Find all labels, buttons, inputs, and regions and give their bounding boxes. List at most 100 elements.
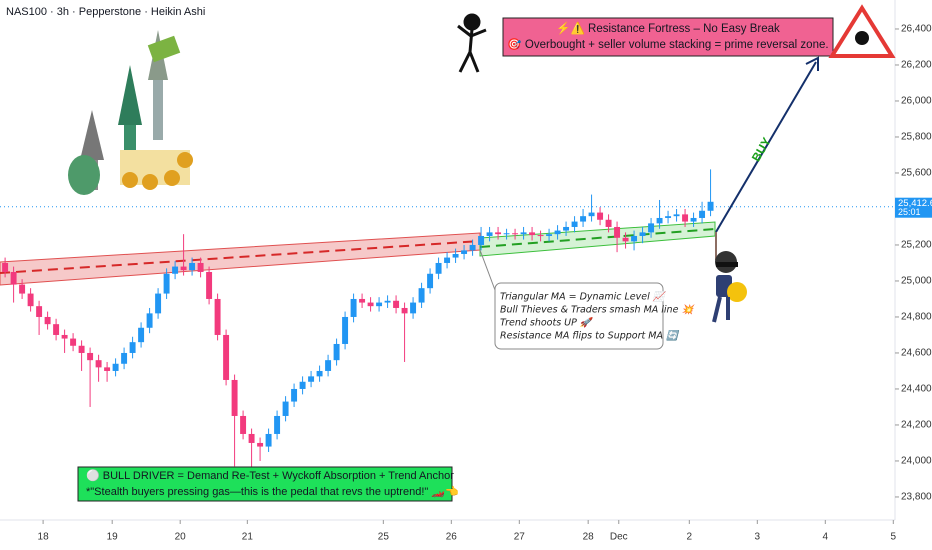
- candle-body: [444, 257, 451, 263]
- x-tick-label: 2: [687, 532, 693, 543]
- candle-body: [435, 262, 442, 274]
- chart-title: NAS100 · 3h · Pepperstone · Heikin Ashi: [6, 6, 205, 18]
- candle-body: [163, 273, 170, 294]
- candle-body: [70, 338, 77, 346]
- candle-body: [520, 232, 527, 235]
- skull-icon: [855, 31, 869, 45]
- candle-body: [546, 234, 553, 236]
- candle-body: [597, 212, 604, 220]
- candle-body: [648, 223, 655, 233]
- y-tick-label: 25,800.0: [901, 132, 932, 143]
- y-tick-label: 26,400.0: [901, 24, 932, 35]
- candle-body: [478, 235, 485, 245]
- candle-body: [682, 214, 689, 222]
- candle-body: [512, 233, 519, 235]
- candle-body: [469, 244, 476, 251]
- x-tick-label: 20: [175, 532, 187, 543]
- candle-body: [580, 216, 587, 222]
- candle-body: [197, 262, 204, 272]
- candle-body: [418, 288, 425, 303]
- resistance-title: ⚡⚠️ Resistance Fortress – No Easy Break: [556, 21, 780, 35]
- candle-body: [316, 370, 323, 377]
- candle-body: [452, 253, 459, 258]
- candle-body: [529, 232, 536, 236]
- stick-figure: [457, 13, 487, 73]
- candle-body: [138, 327, 145, 343]
- candle-body: [563, 226, 570, 231]
- candle-body: [614, 226, 621, 238]
- candle-body: [308, 376, 315, 382]
- candle-body: [622, 237, 629, 242]
- buy-arrow-head: [805, 56, 819, 71]
- y-tick-label: 25,000.0: [901, 276, 932, 287]
- y-tick-label: 24,600.0: [901, 348, 932, 359]
- y-tick-label: 26,000.0: [901, 96, 932, 107]
- callout-line: Bull Thieves & Traders smash MA line 💥: [500, 304, 695, 316]
- thief-illustration: [712, 232, 747, 323]
- candle-body: [248, 433, 255, 443]
- candles: [2, 169, 714, 469]
- candle-body: [240, 415, 247, 434]
- x-tick-label: 3: [755, 532, 761, 543]
- y-tick-label: 24,200.0: [901, 420, 932, 431]
- x-tick-label: 25: [378, 532, 390, 543]
- candle-body: [223, 334, 230, 380]
- candle-body: [537, 235, 544, 237]
- candle-body: [690, 217, 697, 222]
- candle-body: [231, 379, 238, 416]
- candle-body: [367, 302, 374, 307]
- candle-body: [53, 324, 60, 335]
- candle-body: [401, 307, 408, 314]
- candle-body: [486, 232, 493, 236]
- candle-body: [665, 216, 672, 218]
- driver-title: ⚪ BULL DRIVER = Demand Re-Test + Wyckoff…: [86, 469, 454, 482]
- candle-body: [376, 302, 383, 307]
- candle-body: [180, 266, 187, 271]
- x-tick-label: 28: [583, 532, 595, 543]
- candle-body: [631, 235, 638, 242]
- resistance-text: 🎯 Overbought + seller volume stacking = …: [507, 37, 828, 51]
- last-price-tag: [895, 197, 932, 218]
- callout-line: Triangular MA = Dynamic Level 📈: [500, 291, 667, 303]
- y-tick-label: 25,600.0: [901, 168, 932, 179]
- candle-body: [146, 313, 153, 328]
- candle-body: [571, 221, 578, 227]
- resistance-ma-line: [0, 240, 481, 274]
- candle-body: [206, 271, 213, 299]
- candle-body: [639, 232, 646, 236]
- y-tick-label: 24,400.0: [901, 384, 932, 395]
- y-tick-label: 25,200.0: [901, 240, 932, 251]
- last-price-label: 25,412.6: [898, 198, 932, 209]
- candle-body: [359, 298, 366, 303]
- candle-body: [104, 367, 111, 371]
- candle-body: [214, 298, 221, 335]
- candle-body: [495, 232, 502, 235]
- callout-line: Trend shoots UP 🚀: [500, 317, 594, 329]
- candle-body: [427, 273, 434, 289]
- x-tick-label: 18: [38, 532, 50, 543]
- buy-arrow: [715, 61, 817, 233]
- driver-box: [77, 466, 453, 502]
- x-tick-label: 26: [446, 532, 458, 543]
- candle-body: [19, 284, 26, 294]
- candle-body: [172, 266, 179, 274]
- candle-body: [257, 442, 264, 447]
- resistance-ma-band: [0, 232, 481, 286]
- x-tick-label: Dec: [610, 532, 628, 543]
- x-tick-label: 19: [107, 532, 119, 543]
- candle-body: [333, 343, 340, 361]
- candle-body: [461, 250, 468, 254]
- candle-body: [299, 381, 306, 389]
- x-tick-label: 4: [823, 532, 829, 543]
- candle-body: [155, 293, 162, 314]
- candle-body: [384, 300, 391, 303]
- candle-body: [61, 334, 68, 339]
- y-tick-label: 24,000.0: [901, 456, 932, 467]
- candle-body: [291, 388, 298, 402]
- candle-body: [588, 212, 595, 217]
- y-tick-label: 26,200.0: [901, 60, 932, 71]
- candle-body: [605, 219, 612, 227]
- driver-text: *"Stealth buyers pressing gas—this is th…: [86, 485, 459, 498]
- candle-body: [27, 293, 34, 307]
- x-tick-label: 27: [514, 532, 526, 543]
